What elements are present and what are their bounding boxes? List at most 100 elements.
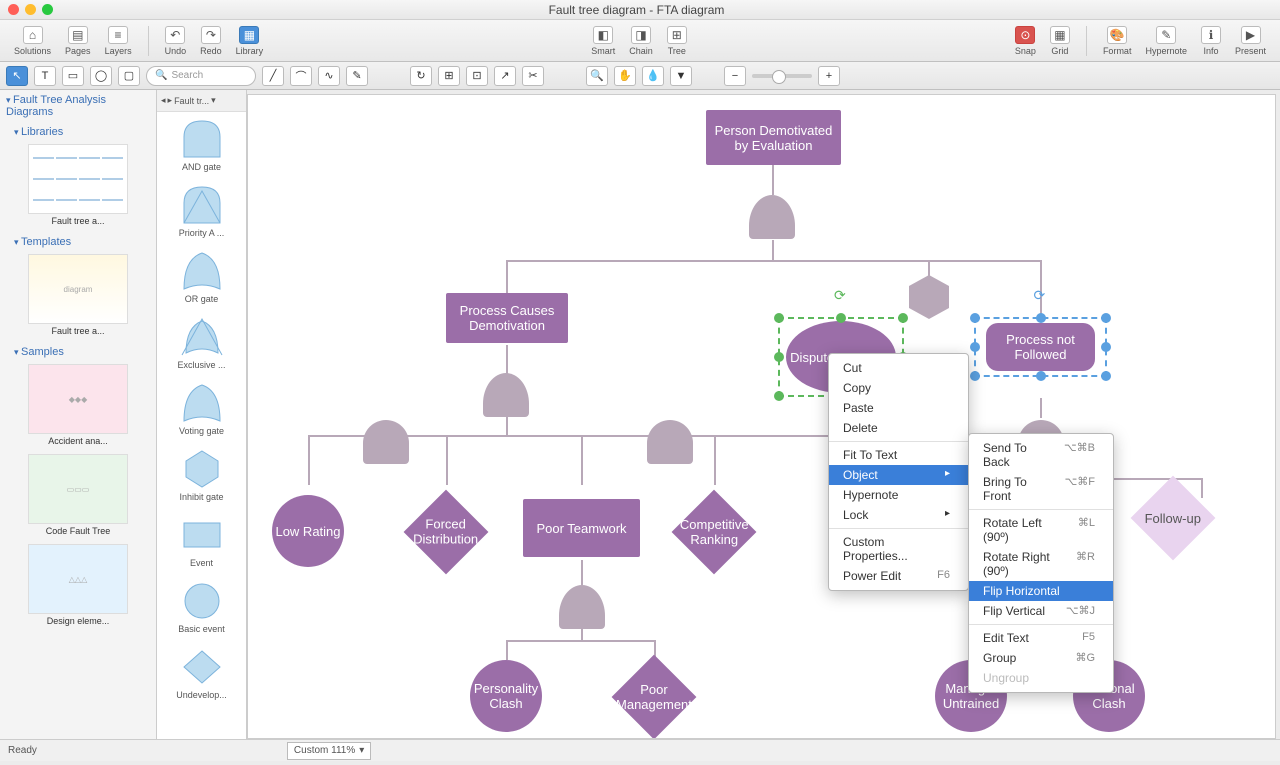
grid-button[interactable]: ▦Grid — [1044, 24, 1076, 58]
redo-button[interactable]: ↷Redo — [194, 24, 228, 58]
zoom-tool[interactable]: 🔍 — [586, 66, 608, 86]
pointer-tool[interactable]: ↖ — [6, 66, 28, 86]
library-button[interactable]: ▦Library — [230, 24, 270, 58]
library-item[interactable]: Fault tree a... — [0, 142, 156, 232]
node-poor-mgmt[interactable]: Poor Management — [612, 655, 697, 739]
maximize-icon[interactable] — [42, 4, 53, 15]
crop-tool[interactable]: ✂ — [522, 66, 544, 86]
menu-hypernote[interactable]: Hypernote — [829, 485, 968, 505]
node-root[interactable]: Person Demotivated by Evaluation — [706, 110, 841, 165]
menu-custom-props[interactable]: Custom Properties... — [829, 532, 968, 566]
zoom-display[interactable]: Custom 111%▾ — [287, 742, 371, 760]
sample-item[interactable]: ▭▭▭ Code Fault Tree — [0, 452, 156, 542]
node-poor-teamwork[interactable]: Poor Teamwork — [523, 499, 640, 557]
pencil-tool[interactable]: ✎ — [346, 66, 368, 86]
zoomout-button[interactable]: − — [724, 66, 746, 86]
rect-tool[interactable]: ▭ — [62, 66, 84, 86]
snap-button[interactable]: ⊙Snap — [1009, 24, 1042, 58]
shape-exclusive-or[interactable]: Exclusive ... — [157, 310, 246, 376]
panel-samples[interactable]: Samples — [0, 342, 156, 362]
menu-edit-text[interactable]: Edit TextF5 — [969, 628, 1113, 648]
shape-undeveloped[interactable]: Undevelop... — [157, 640, 246, 706]
menu-delete[interactable]: Delete — [829, 418, 968, 438]
menu-object[interactable]: Object — [829, 465, 968, 485]
chain-button[interactable]: ◨Chain — [623, 24, 659, 58]
spline-tool[interactable]: ∿ — [318, 66, 340, 86]
menu-rotate-left[interactable]: Rotate Left (90º)⌘L — [969, 513, 1113, 547]
or-gate[interactable] — [559, 585, 605, 629]
node-process-causes[interactable]: Process Causes Demotivation — [446, 293, 568, 343]
format-icon: 🎨 — [1107, 26, 1127, 44]
shape-voting-gate[interactable]: Voting gate — [157, 376, 246, 442]
sample-item[interactable]: ◆◆◆ Accident ana... — [0, 362, 156, 452]
hypernote-button[interactable]: ✎Hypernote — [1139, 24, 1193, 58]
sample-item[interactable]: △△△ Design eleme... — [0, 542, 156, 632]
shape-or-gate[interactable]: OR gate — [157, 244, 246, 310]
menu-flip-horizontal[interactable]: Flip Horizontal — [969, 581, 1113, 601]
line-tool[interactable]: ╱ — [262, 66, 284, 86]
arc-tool[interactable]: ⌒ — [290, 66, 312, 86]
info-button[interactable]: ℹInfo — [1195, 24, 1227, 58]
format-button[interactable]: 🎨Format — [1097, 24, 1138, 58]
group-tool[interactable]: ⊡ — [466, 66, 488, 86]
and-gate[interactable] — [363, 420, 409, 464]
ellipse-tool[interactable]: ◯ — [90, 66, 112, 86]
search-input[interactable]: 🔍Search — [146, 66, 256, 86]
menu-paste[interactable]: Paste — [829, 398, 968, 418]
connector-tool[interactable]: ↗ — [494, 66, 516, 86]
inhibit-gate[interactable] — [909, 275, 949, 319]
close-icon[interactable] — [8, 4, 19, 15]
menu-fit-to-text[interactable]: Fit To Text — [829, 445, 968, 465]
eyedrop-tool[interactable]: 💧 — [642, 66, 664, 86]
and-gate[interactable] — [647, 420, 693, 464]
menu-copy[interactable]: Copy — [829, 378, 968, 398]
hand-tool[interactable]: ✋ — [614, 66, 636, 86]
node-forced-dist[interactable]: Forced Distribution — [404, 490, 489, 575]
shape-basic-event[interactable]: Basic event — [157, 574, 246, 640]
context-menu: Cut Copy Paste Delete Fit To Text Object… — [828, 353, 969, 591]
rotate-tool[interactable]: ↻ — [410, 66, 432, 86]
shape-and-gate[interactable]: AND gate — [157, 112, 246, 178]
undo-button[interactable]: ↶Undo — [159, 24, 193, 58]
panel-templates[interactable]: Templates — [0, 232, 156, 252]
menu-send-back[interactable]: Send To Back⌥⌘B — [969, 438, 1113, 472]
shapelib-tab[interactable]: ◂▸Fault tr...▾ — [157, 90, 246, 112]
shape-priority-and[interactable]: Priority A ... — [157, 178, 246, 244]
minimize-icon[interactable] — [25, 4, 36, 15]
bucket-tool[interactable]: ▼ — [670, 66, 692, 86]
or-gate[interactable] — [483, 373, 529, 417]
zoomin-button[interactable]: + — [818, 66, 840, 86]
shape-event[interactable]: Event — [157, 508, 246, 574]
menu-rotate-right[interactable]: Rotate Right (90º)⌘R — [969, 547, 1113, 581]
menu-flip-vertical[interactable]: Flip Vertical⌥⌘J — [969, 601, 1113, 621]
rounded-tool[interactable]: ▢ — [118, 66, 140, 86]
menu-group[interactable]: Group⌘G — [969, 648, 1113, 668]
or-gate[interactable] — [749, 195, 795, 239]
smart-button[interactable]: ◧Smart — [585, 24, 621, 58]
node-low-rating[interactable]: Low Rating — [272, 495, 344, 567]
node-personality-clash[interactable]: Personality Clash — [470, 660, 542, 732]
panel-root[interactable]: Fault Tree Analysis Diagrams — [0, 90, 156, 122]
template-item[interactable]: diagram Fault tree a... — [0, 252, 156, 342]
menu-cut[interactable]: Cut — [829, 358, 968, 378]
canvas[interactable]: Person Demotivated by Evaluation Process… — [247, 94, 1276, 739]
menu-bring-front[interactable]: Bring To Front⌥⌘F — [969, 472, 1113, 506]
text-tool[interactable]: T — [34, 66, 56, 86]
pages-button[interactable]: ▤Pages — [59, 24, 97, 58]
menu-lock[interactable]: Lock — [829, 505, 968, 525]
present-button[interactable]: ▶Present — [1229, 24, 1272, 58]
zoom-slider[interactable] — [752, 74, 812, 78]
align-tool[interactable]: ⊞ — [438, 66, 460, 86]
tree-button[interactable]: ⊞Tree — [661, 24, 693, 58]
smart-icon: ◧ — [593, 26, 613, 44]
undo-icon: ↶ — [165, 26, 185, 44]
menu-power-edit[interactable]: Power EditF6 — [829, 566, 968, 586]
rotate-handle[interactable]: ⟳ — [834, 287, 848, 301]
solutions-button[interactable]: ⌂Solutions — [8, 24, 57, 58]
shape-inhibit-gate[interactable]: Inhibit gate — [157, 442, 246, 508]
panel-libraries[interactable]: Libraries — [0, 122, 156, 142]
layers-button[interactable]: ≡Layers — [99, 24, 138, 58]
node-competitive[interactable]: Competitive Ranking — [672, 490, 757, 575]
hypernote-icon: ✎ — [1156, 26, 1176, 44]
node-process-not-followed[interactable]: Process not Followed — [986, 323, 1095, 371]
